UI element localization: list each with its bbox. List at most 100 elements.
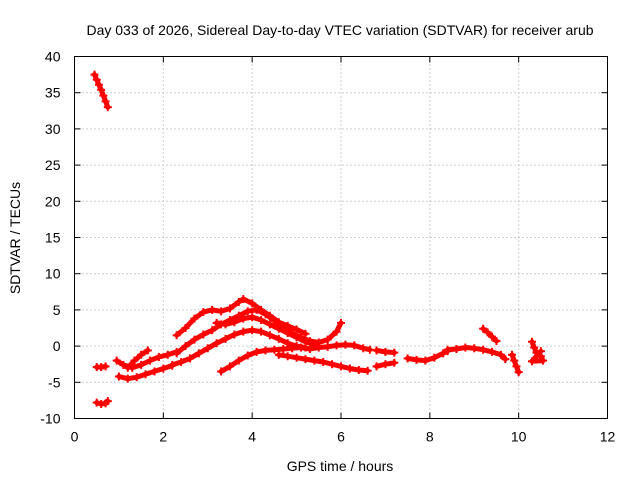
data-point (283, 339, 292, 348)
data-point (146, 356, 155, 365)
data-point (137, 360, 146, 369)
data-point (230, 318, 239, 327)
data-point (141, 370, 150, 379)
data-point (514, 368, 523, 377)
data-point (381, 347, 390, 356)
data-point (443, 345, 452, 354)
data-point (194, 349, 203, 358)
data-point (239, 295, 248, 304)
data-point (345, 364, 354, 373)
data-point (221, 334, 230, 343)
data-point (301, 329, 310, 338)
data-point (337, 318, 345, 327)
data-point (159, 364, 168, 373)
series-arc-i (274, 350, 372, 375)
data-point (234, 356, 243, 365)
data-point (185, 354, 194, 363)
y-tick-label: 20 (45, 193, 61, 209)
data-point (452, 344, 461, 353)
data-point (292, 325, 301, 334)
data-point (539, 356, 548, 365)
y-tick-label: -10 (40, 411, 60, 427)
data-point (479, 345, 488, 354)
data-point (172, 331, 181, 340)
x-axis-label: GPS time / hours (287, 458, 394, 474)
data-point (283, 329, 292, 338)
data-point (190, 314, 199, 323)
data-point (112, 356, 121, 365)
data-point (314, 343, 323, 352)
data-point (530, 343, 539, 352)
x-tick-label: 2 (159, 429, 167, 445)
data-point (492, 337, 501, 346)
data-point (143, 346, 152, 355)
series-arc-high (90, 70, 112, 112)
series-arc-k (372, 358, 399, 371)
data-point (243, 351, 252, 360)
data-point (488, 347, 497, 356)
series-arc-h (217, 340, 374, 376)
data-point (243, 307, 252, 316)
data-point (190, 335, 199, 344)
data-point (168, 360, 177, 369)
data-point (430, 353, 439, 362)
y-tick-label: 25 (45, 157, 61, 173)
data-point (332, 341, 341, 350)
data-point (119, 360, 128, 369)
data-point (470, 344, 479, 353)
data-point (199, 308, 208, 317)
series-arc-n (479, 324, 501, 346)
series-trace (480, 326, 499, 344)
data-point (123, 363, 132, 372)
data-point (270, 345, 279, 354)
data-point (248, 326, 257, 335)
data-point (257, 327, 266, 336)
data-point (323, 335, 332, 344)
y-tick-label: 5 (53, 302, 61, 318)
data-point (305, 344, 314, 353)
series-trace (169, 327, 308, 368)
y-tick-label: 10 (45, 266, 61, 282)
data-point (261, 346, 270, 355)
chart-title: Day 033 of 2026, Sidereal Day-to-day VTE… (86, 22, 593, 38)
data-point (301, 337, 310, 346)
series-arc-b (114, 361, 177, 383)
x-tick-label: 4 (248, 429, 256, 445)
x-tick-label: 6 (337, 429, 345, 445)
x-tick-label: 12 (600, 429, 616, 445)
data-point (496, 350, 505, 359)
data-point (283, 352, 292, 361)
data-point (114, 372, 123, 381)
data-point (234, 297, 243, 306)
data-point (310, 356, 319, 365)
data-point (163, 350, 172, 359)
data-point (101, 362, 110, 371)
data-point (230, 330, 239, 339)
y-tick-label: 40 (45, 49, 61, 65)
axis-ticks: 0 2 4 6 8 10 12 -10 -5 0 5 10 15 20 25 30 35 40 (40, 49, 615, 445)
data-point (279, 344, 288, 353)
data-point (288, 344, 297, 353)
data-point (177, 358, 186, 367)
data-point (199, 330, 208, 339)
data-point (461, 343, 470, 352)
data-point (532, 348, 541, 357)
data-point (363, 366, 372, 375)
data-point (203, 344, 212, 353)
data-point (172, 349, 181, 358)
data-point (252, 347, 261, 356)
data-point (212, 318, 221, 327)
data-point (181, 324, 190, 332)
data-point (239, 327, 248, 336)
data-point (527, 337, 536, 346)
y-tick-label: 15 (45, 230, 61, 246)
data-point (381, 360, 390, 369)
data-point (92, 75, 101, 84)
data-markers (90, 70, 548, 409)
y-tick-label: -5 (48, 374, 61, 390)
data-point (403, 354, 412, 363)
data-point (332, 327, 341, 336)
data-point (265, 320, 274, 329)
